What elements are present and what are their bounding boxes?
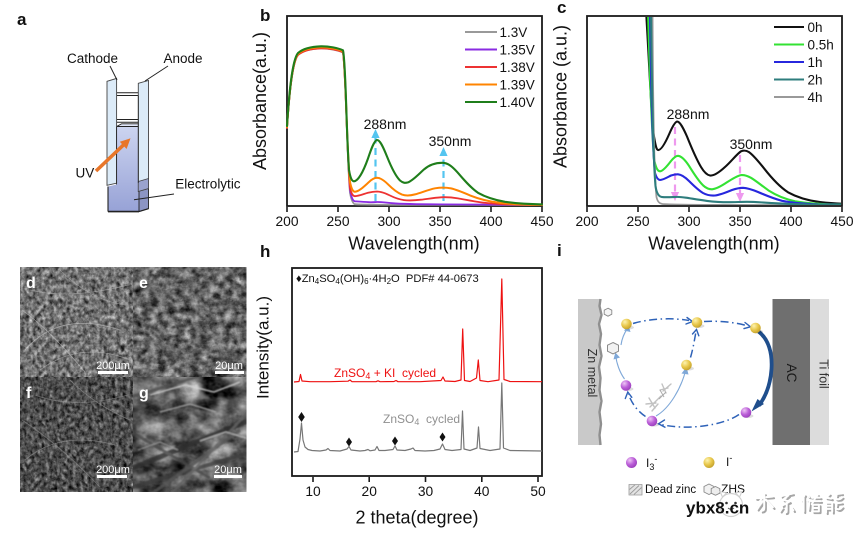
svg-text:♦Zn4SO4(OH)6·4H2O PDF# 44-067: ♦Zn4SO4(OH)6·4H2O PDF# 44-0673 (296, 273, 479, 286)
svg-text:200: 200 (275, 214, 298, 229)
svg-text:Ti foil: Ti foil (817, 359, 831, 388)
svg-text:g: g (139, 385, 149, 402)
svg-text:1.35V: 1.35V (500, 42, 535, 57)
svg-text:400: 400 (779, 214, 802, 229)
svg-text:0.5h: 0.5h (808, 37, 834, 52)
svg-text:h: h (260, 242, 270, 261)
svg-text:250: 250 (626, 214, 649, 229)
svg-text:Zn metal: Zn metal (585, 349, 599, 398)
svg-text:UV: UV (76, 166, 95, 181)
svg-text:20: 20 (362, 484, 378, 499)
svg-text:350: 350 (728, 214, 751, 229)
svg-text:200μm: 200μm (96, 464, 130, 476)
svg-text:288nm: 288nm (364, 116, 407, 132)
svg-text:Intensity(a.u.): Intensity(a.u.) (254, 296, 273, 399)
svg-text:300: 300 (377, 214, 400, 229)
svg-text:2 theta(degree): 2 theta(degree) (355, 508, 478, 528)
svg-text:350nm: 350nm (730, 136, 773, 152)
svg-text:f: f (26, 385, 32, 402)
svg-text:200: 200 (575, 214, 598, 229)
svg-text:20μm: 20μm (215, 360, 243, 372)
svg-text:Electrolytic: Electrolytic (175, 177, 241, 192)
svg-text:450: 450 (530, 214, 553, 229)
svg-text:1h: 1h (808, 55, 823, 70)
svg-text:10: 10 (305, 484, 321, 499)
svg-text:450: 450 (830, 214, 853, 229)
svg-text:30: 30 (418, 484, 434, 499)
svg-text:4h: 4h (808, 90, 823, 105)
svg-text:ybx8.cn: ybx8.cn (686, 499, 749, 518)
svg-text:b: b (260, 6, 270, 25)
svg-text:50: 50 (530, 484, 546, 499)
svg-text:300: 300 (677, 214, 700, 229)
svg-text:250: 250 (326, 214, 349, 229)
svg-text:200μm: 200μm (96, 360, 130, 372)
svg-text:AC: AC (784, 364, 799, 383)
svg-text:0h: 0h (808, 20, 823, 35)
svg-text:Absorbance(a.u.): Absorbance(a.u.) (250, 32, 270, 170)
svg-text:1.40V: 1.40V (500, 95, 535, 110)
svg-text:1.39V: 1.39V (500, 77, 535, 92)
svg-text:Wavelength(nm): Wavelength(nm) (348, 234, 479, 254)
svg-text:Anode: Anode (164, 51, 203, 66)
svg-text:a: a (17, 10, 27, 29)
svg-text:ZnSO4 cycled: ZnSO4 cycled (383, 412, 460, 427)
svg-text:350: 350 (428, 214, 451, 229)
svg-text:c: c (557, 0, 566, 17)
svg-text:Absorbance (a.u.): Absorbance (a.u.) (551, 25, 571, 168)
svg-text:e: e (139, 275, 148, 292)
svg-text:1.3V: 1.3V (500, 25, 528, 40)
svg-text:40: 40 (474, 484, 490, 499)
svg-text:Cathode: Cathode (67, 51, 118, 66)
svg-text:288nm: 288nm (667, 106, 710, 122)
svg-text:I-: I- (726, 453, 732, 469)
svg-text:Wavelength(nm): Wavelength(nm) (648, 234, 779, 254)
svg-text:1.38V: 1.38V (500, 60, 535, 75)
svg-text:20μm: 20μm (214, 464, 242, 476)
svg-text:2h: 2h (808, 72, 823, 87)
svg-text:350nm: 350nm (429, 133, 472, 149)
svg-text:I3-: I3- (646, 454, 657, 472)
svg-text:400: 400 (479, 214, 502, 229)
svg-text:i: i (557, 241, 562, 260)
svg-text:ZnSO4 + KI cycled: ZnSO4 + KI cycled (334, 366, 436, 381)
svg-text:Dead zinc: Dead zinc (645, 484, 696, 496)
svg-text:d: d (26, 275, 36, 292)
